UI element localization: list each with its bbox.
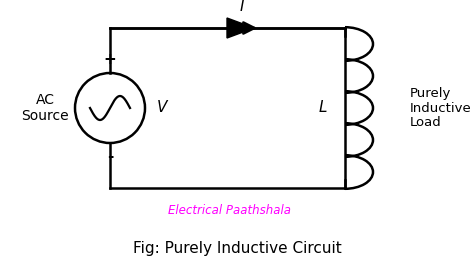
Text: V: V bbox=[157, 101, 167, 116]
Text: L: L bbox=[319, 101, 327, 116]
Text: +: + bbox=[104, 52, 117, 67]
Text: Purely
Inductive
Load: Purely Inductive Load bbox=[410, 87, 472, 130]
Text: I: I bbox=[240, 0, 244, 14]
Text: Electrical Paathshala: Electrical Paathshala bbox=[168, 204, 292, 216]
Polygon shape bbox=[227, 18, 254, 38]
Text: AC
Source: AC Source bbox=[21, 93, 69, 123]
Text: Fig: Purely Inductive Circuit: Fig: Purely Inductive Circuit bbox=[133, 241, 341, 256]
Text: -: - bbox=[107, 149, 113, 164]
